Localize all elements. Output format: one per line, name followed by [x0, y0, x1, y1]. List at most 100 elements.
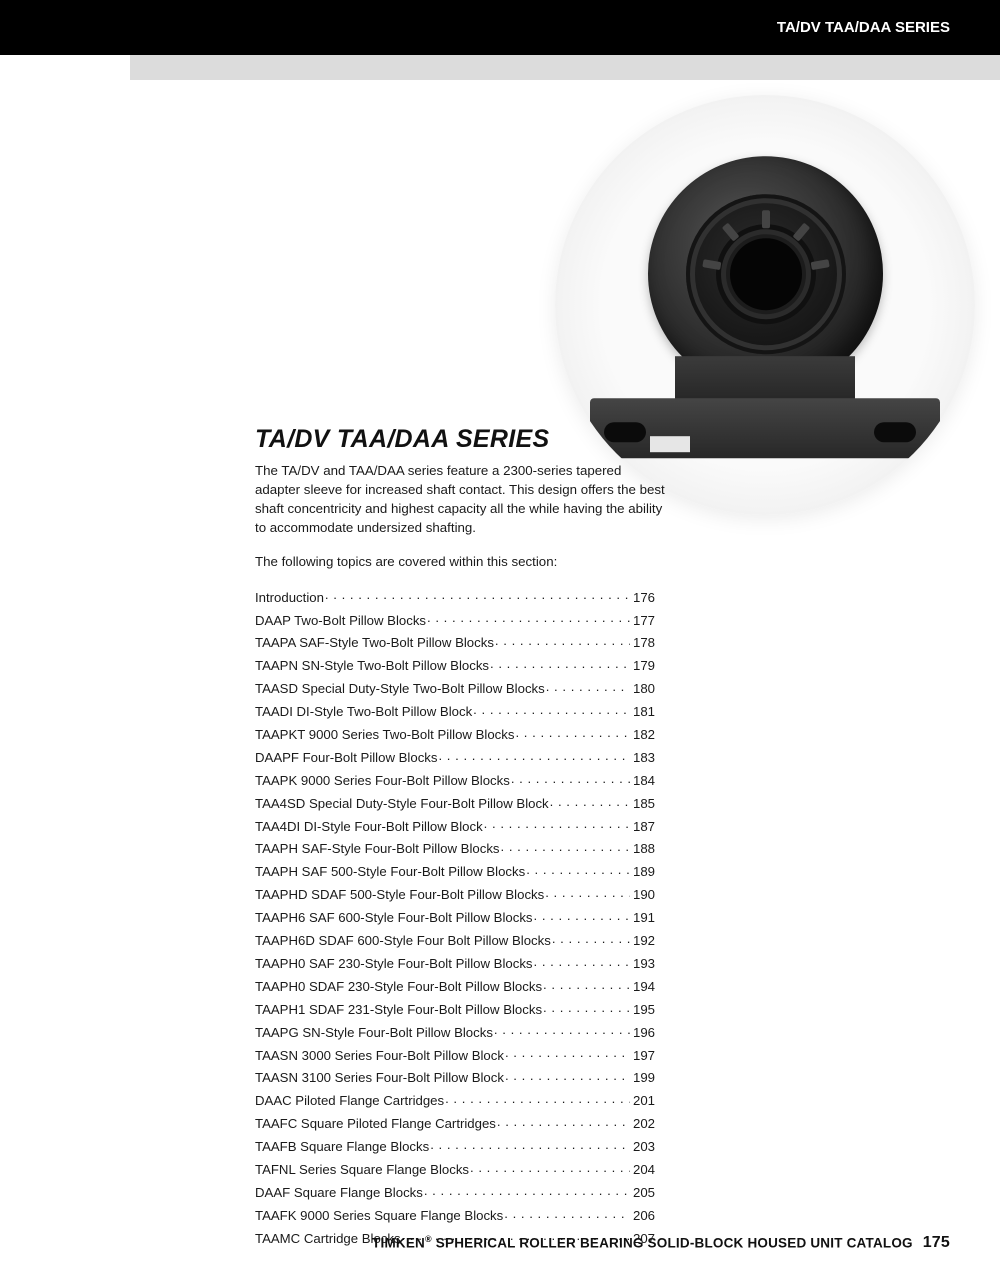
- toc-entry-page: 187: [631, 820, 655, 833]
- toc-entry-label: TAAPH0 SDAF 230-Style Four-Bolt Pillow B…: [255, 980, 542, 993]
- toc-entry-label: DAAF Square Flange Blocks: [255, 1186, 423, 1199]
- toc-entry-label: TAA4DI DI-Style Four-Bolt Pillow Block: [255, 820, 483, 833]
- toc-entry-label: TAAPG SN-Style Four-Bolt Pillow Blocks: [255, 1026, 493, 1039]
- toc-row: TAAPH6D SDAF 600-Style Four Bolt Pillow …: [255, 932, 655, 947]
- toc-row: TAAPKT 9000 Series Two-Bolt Pillow Block…: [255, 726, 655, 741]
- toc-entry-page: 178: [631, 636, 655, 649]
- toc-row: TAAPH SAF-Style Four-Bolt Pillow Blocks …: [255, 840, 655, 855]
- toc-row: DAAP Two-Bolt Pillow Blocks 177: [255, 611, 655, 626]
- toc-entry-label: DAAPF Four-Bolt Pillow Blocks: [255, 751, 437, 764]
- toc-entry-label: TAAPH SAF-Style Four-Bolt Pillow Blocks: [255, 842, 500, 855]
- toc-entry-label: DAAC Piloted Flange Cartridges: [255, 1094, 444, 1107]
- toc-entry-label: TAAPN SN-Style Two-Bolt Pillow Blocks: [255, 659, 489, 672]
- toc-leader-dots: [550, 795, 630, 808]
- toc-row: TAASN 3000 Series Four-Bolt Pillow Block…: [255, 1046, 655, 1061]
- toc-entry-label: TAASD Special Duty-Style Two-Bolt Pillow…: [255, 682, 545, 695]
- toc-entry-label: DAAP Two-Bolt Pillow Blocks: [255, 614, 426, 627]
- toc-entry-page: 184: [631, 774, 655, 787]
- footer-catalog-title: SPHERICAL ROLLER BEARING SOLID-BLOCK HOU…: [436, 1235, 913, 1250]
- toc-entry-page: 195: [631, 1003, 655, 1016]
- toc-row: TAAPA SAF-Style Two-Bolt Pillow Blocks 1…: [255, 634, 655, 649]
- toc-entry-label: TAAPH0 SAF 230-Style Four-Bolt Pillow Bl…: [255, 957, 533, 970]
- toc-entry-label: TAAPH6 SAF 600-Style Four-Bolt Pillow Bl…: [255, 911, 533, 924]
- toc-leader-dots: [511, 772, 630, 785]
- toc-entry-page: 193: [631, 957, 655, 970]
- toc-entry-label: TAAFK 9000 Series Square Flange Blocks: [255, 1209, 503, 1222]
- toc-entry-page: 189: [631, 865, 655, 878]
- toc-entry-page: 176: [631, 591, 655, 604]
- toc-entry-label: TAAFC Square Piloted Flange Cartridges: [255, 1117, 496, 1130]
- toc-entry-page: 205: [631, 1186, 655, 1199]
- toc-entry-label: TAAPH1 SDAF 231-Style Four-Bolt Pillow B…: [255, 1003, 542, 1016]
- toc-leader-dots: [445, 1092, 630, 1105]
- toc-entry-page: 204: [631, 1163, 655, 1176]
- toc-leader-dots: [505, 1046, 630, 1059]
- footer-brand: TIMKEN: [372, 1235, 425, 1250]
- toc-entry-page: 202: [631, 1117, 655, 1130]
- catalog-footer: TIMKEN® SPHERICAL ROLLER BEARING SOLID-B…: [372, 1234, 950, 1253]
- toc-row: DAAC Piloted Flange Cartridges 201: [255, 1092, 655, 1107]
- toc-entry-label: TAAPA SAF-Style Two-Bolt Pillow Blocks: [255, 636, 494, 649]
- toc-entry-page: 194: [631, 980, 655, 993]
- toc-leader-dots: [484, 817, 630, 830]
- toc-leader-dots: [470, 1161, 630, 1174]
- toc-entry-label: Introduction: [255, 591, 324, 604]
- toc-row: TAAPG SN-Style Four-Bolt Pillow Blocks 1…: [255, 1023, 655, 1038]
- toc-leader-dots: [545, 886, 630, 899]
- toc-entry-page: 191: [631, 911, 655, 924]
- toc-entry-label: TAAFB Square Flange Blocks: [255, 1140, 429, 1153]
- toc-leader-dots: [438, 749, 630, 762]
- toc-entry-page: 179: [631, 659, 655, 672]
- toc-leader-dots: [494, 1023, 630, 1036]
- toc-entry-page: 182: [631, 728, 655, 741]
- toc-entry-label: TAAPKT 9000 Series Two-Bolt Pillow Block…: [255, 728, 514, 741]
- toc-leader-dots: [427, 611, 630, 624]
- toc-leader-dots: [424, 1184, 630, 1197]
- toc-row: TAAPH0 SAF 230-Style Four-Bolt Pillow Bl…: [255, 955, 655, 970]
- toc-leader-dots: [495, 634, 630, 647]
- toc-leader-dots: [534, 909, 630, 922]
- toc-entry-label: TAASN 3000 Series Four-Bolt Pillow Block: [255, 1049, 504, 1062]
- toc-entry-page: 180: [631, 682, 655, 695]
- toc-row: TAAPH1 SDAF 231-Style Four-Bolt Pillow B…: [255, 1001, 655, 1016]
- toc-leader-dots: [473, 703, 630, 716]
- header-bar: TA/DV TAA/DAA SERIES: [0, 0, 1000, 55]
- toc-leader-dots: [325, 589, 630, 602]
- toc-entry-page: 206: [631, 1209, 655, 1222]
- toc-row: TAAPH0 SDAF 230-Style Four-Bolt Pillow B…: [255, 978, 655, 993]
- toc-row: TAAPH6 SAF 600-Style Four-Bolt Pillow Bl…: [255, 909, 655, 924]
- section-content: TA/DV TAA/DAA SERIES The TA/DV and TAA/D…: [255, 425, 735, 1252]
- toc-entry-page: 185: [631, 797, 655, 810]
- toc-leader-dots: [546, 680, 630, 693]
- toc-leader-dots: [490, 657, 630, 670]
- section-title: TA/DV TAA/DAA SERIES: [255, 425, 735, 454]
- toc-entry-label: TAAPHD SDAF 500-Style Four-Bolt Pillow B…: [255, 888, 544, 901]
- toc-entry-page: 177: [631, 614, 655, 627]
- toc-row: DAAPF Four-Bolt Pillow Blocks 183: [255, 749, 655, 764]
- toc-entry-page: 197: [631, 1049, 655, 1062]
- toc-entry-label: TAASN 3100 Series Four-Bolt Pillow Block: [255, 1071, 504, 1084]
- footer-page-number: 175: [923, 1234, 950, 1251]
- toc-entry-page: 199: [631, 1071, 655, 1084]
- toc-entry-page: 192: [631, 934, 655, 947]
- toc-row: Introduction 176: [255, 589, 655, 604]
- toc-entry-label: TAAPH SAF 500-Style Four-Bolt Pillow Blo…: [255, 865, 525, 878]
- toc-leader-dots: [430, 1138, 630, 1151]
- toc-row: TAA4DI DI-Style Four-Bolt Pillow Block 1…: [255, 817, 655, 832]
- table-of-contents: Introduction 176 DAAP Two-Bolt Pillow Blo…: [255, 589, 655, 1245]
- toc-row: TAASN 3100 Series Four-Bolt Pillow Block…: [255, 1069, 655, 1084]
- toc-row: TAADI DI-Style Two-Bolt Pillow Block 181: [255, 703, 655, 718]
- toc-entry-label: TAADI DI-Style Two-Bolt Pillow Block: [255, 705, 472, 718]
- toc-leader-dots: [526, 863, 630, 876]
- toc-row: TAAFK 9000 Series Square Flange Blocks 2…: [255, 1207, 655, 1222]
- toc-leader-dots: [504, 1207, 630, 1220]
- toc-entry-label: TAA4SD Special Duty-Style Four-Bolt Pill…: [255, 797, 549, 810]
- toc-row: TAAFB Square Flange Blocks 203: [255, 1138, 655, 1153]
- header-gray-band: [130, 55, 1000, 80]
- toc-entry-label: TAAPH6D SDAF 600-Style Four Bolt Pillow …: [255, 934, 551, 947]
- toc-row: TAFNL Series Square Flange Blocks 204: [255, 1161, 655, 1176]
- toc-entry-page: 203: [631, 1140, 655, 1153]
- toc-entry-label: TAFNL Series Square Flange Blocks: [255, 1163, 469, 1176]
- toc-row: TAAFC Square Piloted Flange Cartridges 2…: [255, 1115, 655, 1130]
- section-intro-paragraph: The TA/DV and TAA/DAA series feature a 2…: [255, 462, 665, 538]
